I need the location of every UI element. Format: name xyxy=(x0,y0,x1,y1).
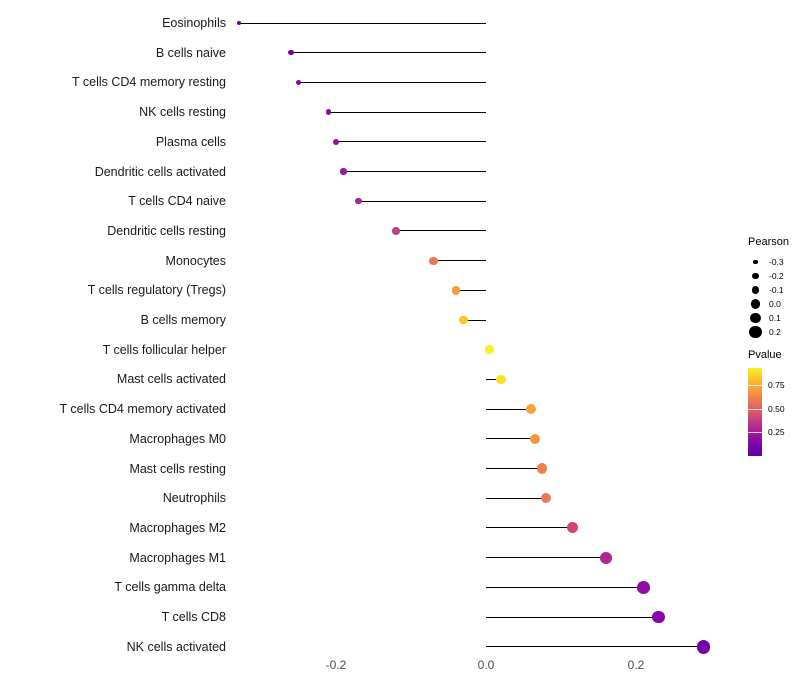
category-label: T cells CD4 memory activated xyxy=(59,402,227,417)
pearson-legend-entry: -0.3 xyxy=(748,255,789,269)
lollipop-stem xyxy=(433,260,486,262)
category-label: Plasma cells xyxy=(155,134,226,149)
lollipop-dot xyxy=(600,551,612,564)
x-axis-tick-label: 0.2 xyxy=(627,658,645,672)
lollipop-dot xyxy=(332,138,340,145)
lollipop-stem xyxy=(486,438,535,440)
category-label: T cells regulatory (Tregs) xyxy=(87,283,226,298)
pearson-legend-entry: 0.0 xyxy=(748,297,789,311)
category-label: Mast cells activated xyxy=(116,372,226,387)
category-label: NK cells resting xyxy=(139,105,226,120)
category-label: B cells memory xyxy=(140,313,226,327)
category-label: Neutrophils xyxy=(162,491,226,506)
pearson-legend-items: -0.3 -0.2 -0.1 0.0 0.1 0.2 xyxy=(748,255,789,339)
colorbar-tick xyxy=(748,432,762,434)
lollipop-stem xyxy=(486,616,659,618)
category-label: T cells CD8 xyxy=(161,610,226,624)
lollipop-stem xyxy=(486,557,606,559)
legend-dot-icon xyxy=(748,272,763,280)
category-label: T cells CD4 memory resting xyxy=(72,75,226,90)
lollipop-stem xyxy=(486,527,573,529)
x-axis-tick-label: 0.0 xyxy=(477,658,495,672)
pearson-legend-entry: -0.2 xyxy=(748,269,789,283)
lollipop-stem xyxy=(291,52,486,54)
pearson-size-legend: Pearson -0.3 -0.2 -0.1 0.0 0.1 0.2 xyxy=(748,236,789,339)
category-label: Macrophages M2 xyxy=(129,520,226,535)
colorbar-tick-label: 0.25 xyxy=(768,427,785,438)
pearson-legend-label: 0.2 xyxy=(769,327,781,337)
lollipop-dot xyxy=(496,374,506,385)
colorbar-tick xyxy=(748,385,762,387)
lollipop-dot xyxy=(429,256,438,265)
lollipop-dot xyxy=(355,197,362,205)
pearson-legend-label: -0.3 xyxy=(769,257,784,267)
pearson-legend-entry: 0.1 xyxy=(748,311,789,325)
lollipop-stem xyxy=(486,586,644,588)
lollipop-dot xyxy=(637,580,650,594)
category-label: Macrophages M1 xyxy=(129,550,226,565)
legend-dot-icon xyxy=(748,259,763,265)
lollipop-stem xyxy=(328,111,486,113)
category-label: Dendritic cells resting xyxy=(107,223,226,238)
lollipop-stem xyxy=(486,646,704,648)
lollipop-stem xyxy=(298,81,486,83)
legend-dot-icon xyxy=(748,299,763,309)
category-label: Dendritic cells activated xyxy=(94,164,226,179)
pvalue-color-legend: Pvalue 0.75 0.50 0.25 xyxy=(748,349,785,456)
legend-dot-icon xyxy=(748,286,763,294)
lollipop-dot xyxy=(236,21,241,25)
pearson-legend-label: -0.1 xyxy=(769,285,784,295)
lollipop-stem xyxy=(343,171,486,172)
colorbar-tick-label: 0.75 xyxy=(768,380,785,391)
lollipop-stem xyxy=(336,141,486,143)
colorbar-gradient: 0.75 0.50 0.25 xyxy=(748,368,785,456)
lollipop-dot xyxy=(392,227,400,235)
colorbar-tick-label: 0.50 xyxy=(768,403,785,414)
category-label: T cells gamma delta xyxy=(114,580,226,595)
pvalue-legend-title: Pvalue xyxy=(748,349,782,361)
lollipop-dot xyxy=(459,315,468,325)
pearson-legend-label: 0.1 xyxy=(769,313,781,323)
lollipop-dot xyxy=(525,403,537,415)
category-label: T cells CD4 naive xyxy=(128,194,226,209)
lollipop-stem xyxy=(486,497,546,499)
pearson-legend-title: Pearson xyxy=(748,236,789,248)
category-label: Mast cells resting xyxy=(129,461,226,476)
lollipop-dot xyxy=(537,463,548,474)
lollipop-stem xyxy=(456,289,486,291)
category-label: Macrophages M0 xyxy=(129,431,226,446)
colorbar-tick xyxy=(748,408,762,410)
pearson-legend-label: -0.2 xyxy=(769,271,784,281)
category-label: Eosinophils xyxy=(162,16,226,30)
lollipop-dot xyxy=(295,79,302,86)
lollipop-dot xyxy=(529,433,540,444)
lollipop-dot xyxy=(566,522,578,534)
lollipop-dot xyxy=(696,639,711,654)
category-label: T cells follicular helper xyxy=(102,342,226,357)
lollipop-dot xyxy=(652,610,665,624)
lollipop-dot xyxy=(540,492,552,504)
lollipop-dot xyxy=(340,168,347,175)
category-label: B cells naive xyxy=(155,45,226,60)
lollipop-stem xyxy=(486,468,543,469)
lollipop-stem xyxy=(486,408,531,410)
lollipop-dot xyxy=(288,50,294,56)
lollipop-stem xyxy=(358,200,486,202)
legend-dot-icon xyxy=(748,325,763,339)
category-label: Monocytes xyxy=(165,253,226,268)
lollipop-dot xyxy=(325,109,332,116)
lollipop-stem xyxy=(396,230,486,232)
x-axis-tick-label: -0.2 xyxy=(325,658,347,672)
lollipop-stem xyxy=(486,378,501,380)
legend-dot-icon xyxy=(748,312,763,324)
pearson-legend-label: 0.0 xyxy=(769,299,781,309)
category-label: NK cells activated xyxy=(126,639,226,654)
lollipop-dot xyxy=(451,285,461,295)
pearson-legend-entry: -0.1 xyxy=(748,283,789,297)
lollipop-stem xyxy=(238,22,486,24)
pearson-legend-entry: 0.2 xyxy=(748,325,789,339)
lollipop-dot xyxy=(485,345,495,355)
lollipop-stem xyxy=(463,319,486,321)
